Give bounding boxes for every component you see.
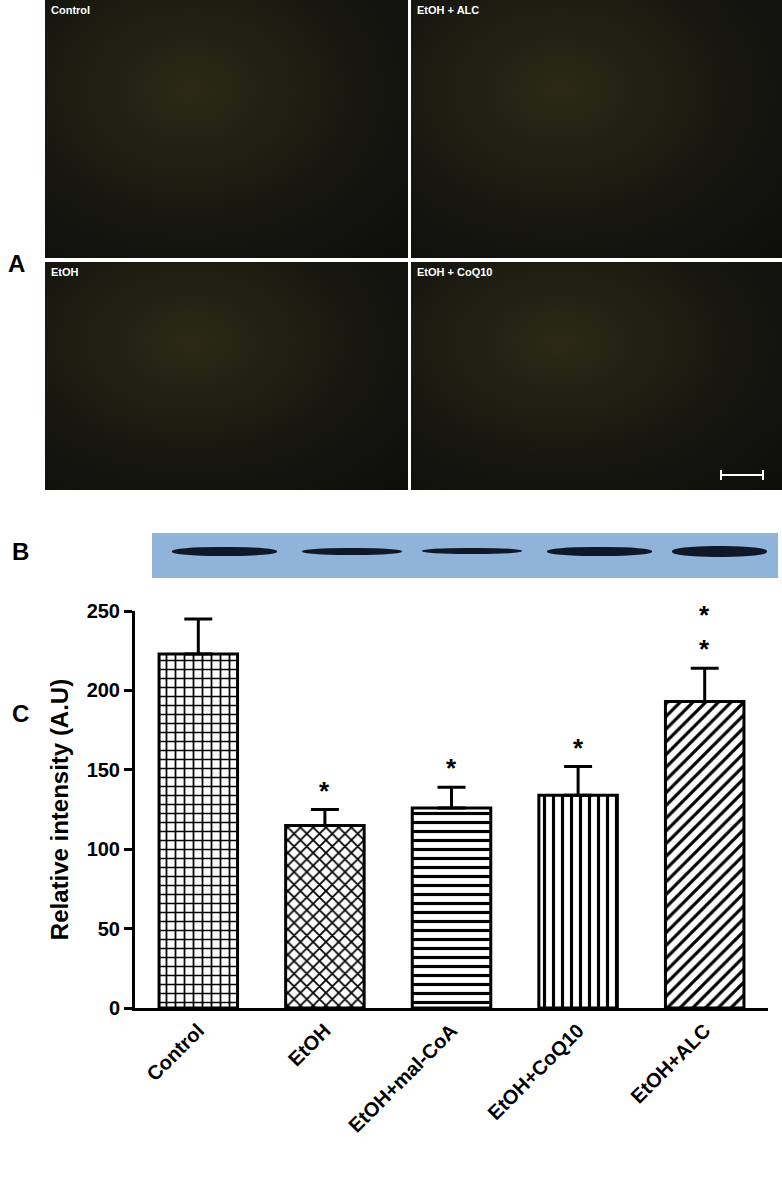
svg-text:Control: Control [142, 1019, 208, 1085]
svg-text:200: 200 [87, 679, 120, 701]
html-text:B: B [12, 538, 30, 565]
svg-text:50: 50 [98, 918, 120, 940]
svg-text:0: 0 [109, 997, 120, 1019]
svg-text:*: * [319, 776, 330, 806]
svg-text:250: 250 [87, 600, 120, 622]
html-text:A: A [8, 250, 26, 277]
svg-text:EtOH+ALC: EtOH+ALC [626, 1019, 714, 1107]
html-text:EtOH + CoQ10: EtOH + CoQ10 [417, 266, 493, 278]
svg-text:EtOH+mal-CoA: EtOH+mal-CoA [344, 1019, 461, 1136]
html-text:C: C [12, 700, 30, 727]
svg-text:Relative intensity (A.U): Relative intensity (A.U) [46, 679, 73, 940]
svg-text:100: 100 [87, 838, 120, 860]
svg-text:*: * [573, 733, 584, 763]
svg-text:*: * [446, 753, 457, 783]
html-text:EtOH: EtOH [51, 266, 79, 278]
svg-text:**: ** [699, 600, 710, 664]
html-text:Control: Control [51, 4, 91, 16]
svg-text:EtOH+CoQ10: EtOH+CoQ10 [483, 1019, 588, 1124]
html-text:EtOH + ALC: EtOH + ALC [417, 4, 480, 16]
svg-text:EtOH: EtOH [284, 1019, 335, 1070]
svg-text:150: 150 [87, 759, 120, 781]
